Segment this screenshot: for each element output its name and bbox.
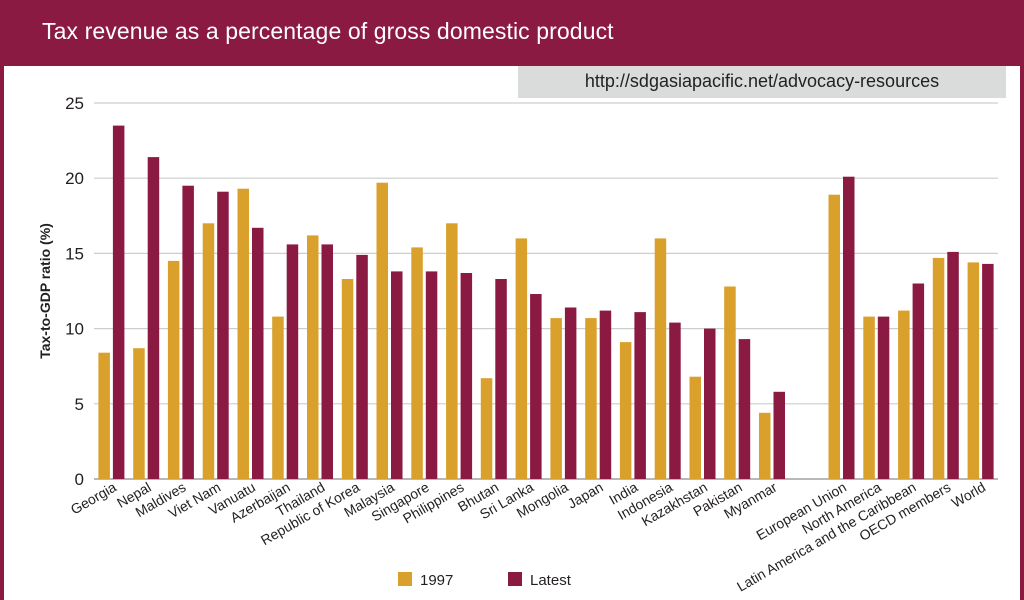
bar-1997	[98, 352, 110, 479]
bar-1997	[446, 223, 458, 479]
bar-latest	[286, 244, 299, 479]
legend-swatch-1997	[398, 572, 412, 586]
bar-1997	[654, 238, 667, 479]
bar-latest	[669, 322, 681, 479]
bar-latest	[495, 279, 507, 479]
legend-label-latest: Latest	[530, 572, 572, 589]
bar-latest	[877, 316, 890, 479]
legend-swatch-latest	[508, 572, 522, 586]
bar-latest	[738, 339, 751, 479]
bar-1997	[828, 194, 840, 479]
bar-1997	[619, 342, 632, 479]
legend-label-1997: 1997	[420, 572, 453, 589]
bar-latest	[599, 310, 612, 479]
gridlines	[94, 102, 998, 480]
bar-latest	[947, 251, 959, 479]
legend: 1997 Latest	[398, 572, 572, 589]
chart-title: Tax revenue as a percentage of gross dom…	[42, 18, 614, 44]
bar-1997	[237, 188, 249, 479]
source-url[interactable]: http://sdgasiapacific.net/advocacy-resou…	[584, 71, 940, 91]
bar-1997	[202, 223, 215, 479]
y-axis-ticks: 0 5 10 15 20 25	[65, 94, 84, 489]
bar-1997	[550, 318, 562, 479]
x-tick-label: Japan	[565, 479, 606, 512]
bar-1997	[863, 316, 875, 479]
source-url-banner: http://sdgasiapacific.net/advocacy-resou…	[518, 66, 1006, 98]
bar-1997	[411, 247, 423, 479]
bar-latest	[112, 125, 125, 479]
bar-1997	[515, 238, 528, 479]
bar-latest	[982, 263, 994, 479]
bar-1997	[585, 318, 597, 479]
y-tick-label: 0	[75, 470, 84, 489]
bar-latest	[147, 157, 160, 479]
bar-latest	[634, 312, 646, 479]
bar-1997	[932, 257, 945, 479]
x-tick-label: World	[949, 479, 988, 511]
bar-1997	[133, 348, 145, 479]
bar-latest	[391, 271, 403, 479]
bar-latest	[564, 307, 577, 479]
bar-latest	[460, 273, 473, 479]
y-tick-label: 25	[65, 94, 84, 113]
bar-latest	[773, 391, 785, 479]
bar-latest	[425, 271, 438, 479]
bar-latest	[356, 254, 368, 479]
bar-latest	[252, 227, 264, 479]
y-tick-label: 15	[65, 244, 84, 263]
y-axis-label: Tax-to-GDP ratio (%)	[37, 223, 53, 359]
bar-1997	[689, 376, 701, 479]
bar-latest	[321, 244, 333, 479]
bar-1997	[307, 235, 319, 479]
bar-1997	[967, 262, 980, 479]
bar-1997	[272, 316, 284, 479]
bar-1997	[480, 378, 493, 479]
bar-1997	[341, 279, 354, 479]
bar-latest	[530, 294, 542, 479]
y-tick-label: 10	[65, 320, 84, 339]
y-tick-label: 5	[75, 395, 84, 414]
chart-header: Tax revenue as a percentage of gross dom…	[0, 0, 1024, 66]
bar-1997	[759, 412, 771, 479]
y-tick-label: 20	[65, 169, 84, 188]
frame-border-left	[0, 0, 4, 600]
bar-1997	[898, 310, 910, 479]
bars	[98, 125, 994, 479]
bar-1997	[724, 286, 736, 479]
bar-latest	[843, 176, 855, 479]
bar-1997	[376, 182, 388, 479]
bar-latest	[912, 283, 925, 479]
bar-latest	[182, 185, 194, 479]
frame-border-right	[1020, 0, 1024, 600]
bar-latest	[217, 191, 229, 479]
bar-latest	[704, 328, 716, 479]
bar-1997	[167, 260, 180, 479]
